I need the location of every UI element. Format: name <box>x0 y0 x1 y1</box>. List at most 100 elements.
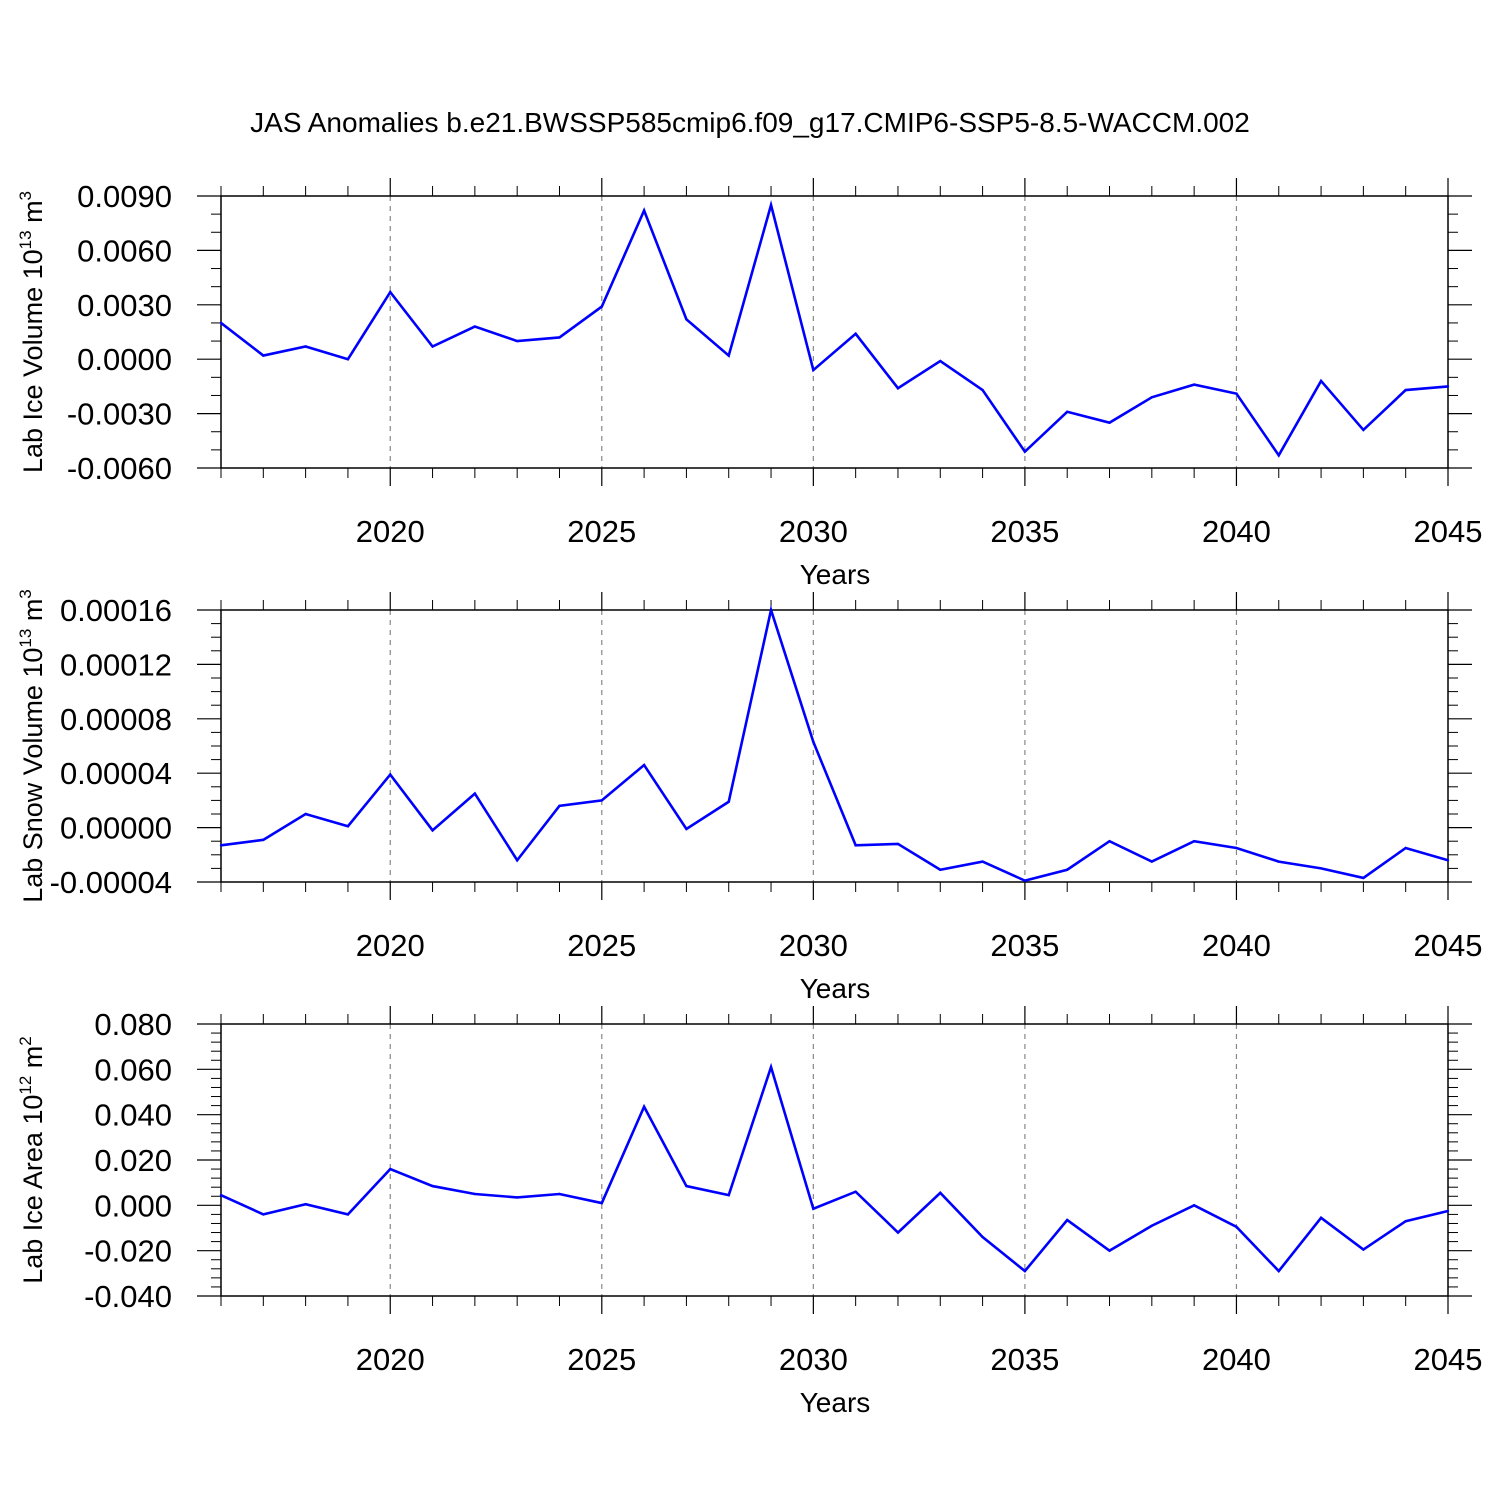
chart-title: JAS Anomalies b.e21.BWSSP585cmip6.f09_g1… <box>250 107 1250 138</box>
data-point <box>346 1213 350 1216</box>
data-point <box>1108 421 1111 424</box>
x-tick-label: 2020 <box>356 1342 425 1377</box>
data-point <box>346 358 350 361</box>
data-point <box>558 1192 561 1196</box>
data-point <box>431 345 434 348</box>
y-tick-label: -0.0060 <box>67 451 172 486</box>
data-point <box>515 1196 519 1199</box>
data-point <box>473 792 477 795</box>
x-axis-label: Years <box>800 559 871 590</box>
data-point <box>1404 846 1407 850</box>
series-line <box>220 605 1449 883</box>
x-tick-label: 2030 <box>779 928 848 963</box>
data-point <box>389 773 392 776</box>
data-point <box>939 868 942 871</box>
data-point <box>727 1193 730 1197</box>
data-point <box>515 859 519 862</box>
y-tick-label: 0.00008 <box>60 702 172 737</box>
data-point <box>642 1105 646 1108</box>
y-axis-label-exponent: 12 <box>16 1076 35 1095</box>
data-point <box>981 860 984 863</box>
y-axis-label-unit-exponent: 2 <box>16 1036 35 1045</box>
data-point <box>219 844 223 847</box>
data-point <box>1235 846 1238 850</box>
y-tick-label: -0.00004 <box>50 865 172 900</box>
y-tick-label: 0.0030 <box>77 288 172 323</box>
y-axis-label: Lab Ice Volume 1013 m3 <box>16 191 48 473</box>
data-point <box>1235 1225 1238 1229</box>
x-tick-label: 2020 <box>356 928 425 963</box>
y-axis-label-text: Lab Snow Volume 10 <box>18 648 48 903</box>
data-point <box>685 318 688 321</box>
data-point <box>896 1231 900 1234</box>
data-point <box>1108 1249 1111 1252</box>
y-tick-label: 0.0060 <box>77 233 172 268</box>
data-point <box>1150 1224 1154 1227</box>
plot-frame <box>220 195 1449 469</box>
x-tick-label: 2045 <box>1414 514 1483 549</box>
data-point <box>1023 879 1027 882</box>
data-point <box>812 1207 815 1210</box>
y-axis-label-unit-exponent: 3 <box>16 191 35 200</box>
data-point <box>896 387 900 390</box>
data-point <box>1362 428 1365 432</box>
data-point <box>1446 859 1450 862</box>
data-point <box>304 345 307 348</box>
x-tick-label: 2040 <box>1202 928 1271 963</box>
x-tick-label: 2025 <box>567 514 636 549</box>
data-point <box>1150 396 1154 399</box>
data-point <box>1362 1248 1365 1251</box>
y-tick-label: 0.060 <box>94 1052 172 1087</box>
data-point <box>896 842 900 846</box>
x-tick-label: 2035 <box>990 1342 1059 1377</box>
y-axis-label-exponent: 13 <box>16 629 35 648</box>
data-point <box>262 838 265 842</box>
data-point <box>304 1203 307 1206</box>
data-point <box>304 812 307 816</box>
data-point <box>558 804 561 808</box>
data-point <box>769 608 773 612</box>
data-point <box>1404 1220 1407 1223</box>
y-tick-label: 0.00016 <box>60 593 172 628</box>
y-tick-label: 0.0090 <box>77 179 172 214</box>
data-point <box>431 1184 434 1188</box>
y-tick-label: 0.040 <box>94 1098 172 1133</box>
y-axis-label-unit: m <box>18 200 48 230</box>
x-tick-label: 2035 <box>990 514 1059 549</box>
plot-frame <box>220 609 1449 883</box>
x-tick-label: 2045 <box>1414 928 1483 963</box>
data-point <box>600 1201 603 1205</box>
data-point <box>939 1191 942 1195</box>
data-point <box>1277 454 1280 457</box>
data-point <box>389 1167 392 1171</box>
y-axis-label-text: Lab Ice Area 10 <box>18 1095 48 1284</box>
panel-2: -0.00004 0.00000 0.00004 0.00008 0.00012 0.00… <box>16 589 1482 1004</box>
data-point <box>262 354 265 357</box>
data-point <box>812 368 815 372</box>
data-point <box>515 339 519 343</box>
data-point <box>219 1193 223 1197</box>
data-point <box>346 825 350 828</box>
y-axis-label-unit: m <box>18 1046 48 1076</box>
y-tick-label: 0.00004 <box>60 756 172 791</box>
data-point <box>1066 410 1069 413</box>
data-point <box>1319 1216 1323 1220</box>
x-tick-label: 2030 <box>779 514 848 549</box>
y-tick-label: 0.000 <box>94 1188 172 1223</box>
data-point <box>219 321 223 325</box>
data-point <box>854 1190 857 1193</box>
y-axis-label: Lab Ice Area 1012 m2 <box>16 1036 48 1284</box>
data-point <box>262 1213 265 1216</box>
data-point <box>1235 392 1238 395</box>
y-tick-label: -0.020 <box>84 1234 172 1269</box>
x-axis-label: Years <box>800 973 871 1004</box>
data-point <box>1023 450 1027 453</box>
data-point <box>727 354 730 357</box>
y-axis-label-unit: m <box>18 599 48 629</box>
y-axis-label-text: Lab Ice Volume 10 <box>18 249 48 473</box>
data-point <box>981 1235 984 1239</box>
x-tick-label: 2045 <box>1414 1342 1483 1377</box>
panel-3: -0.040 -0.020 0.000 0.020 0.040 0.060 0.080 202… <box>16 1006 1482 1418</box>
data-point <box>1192 840 1196 843</box>
